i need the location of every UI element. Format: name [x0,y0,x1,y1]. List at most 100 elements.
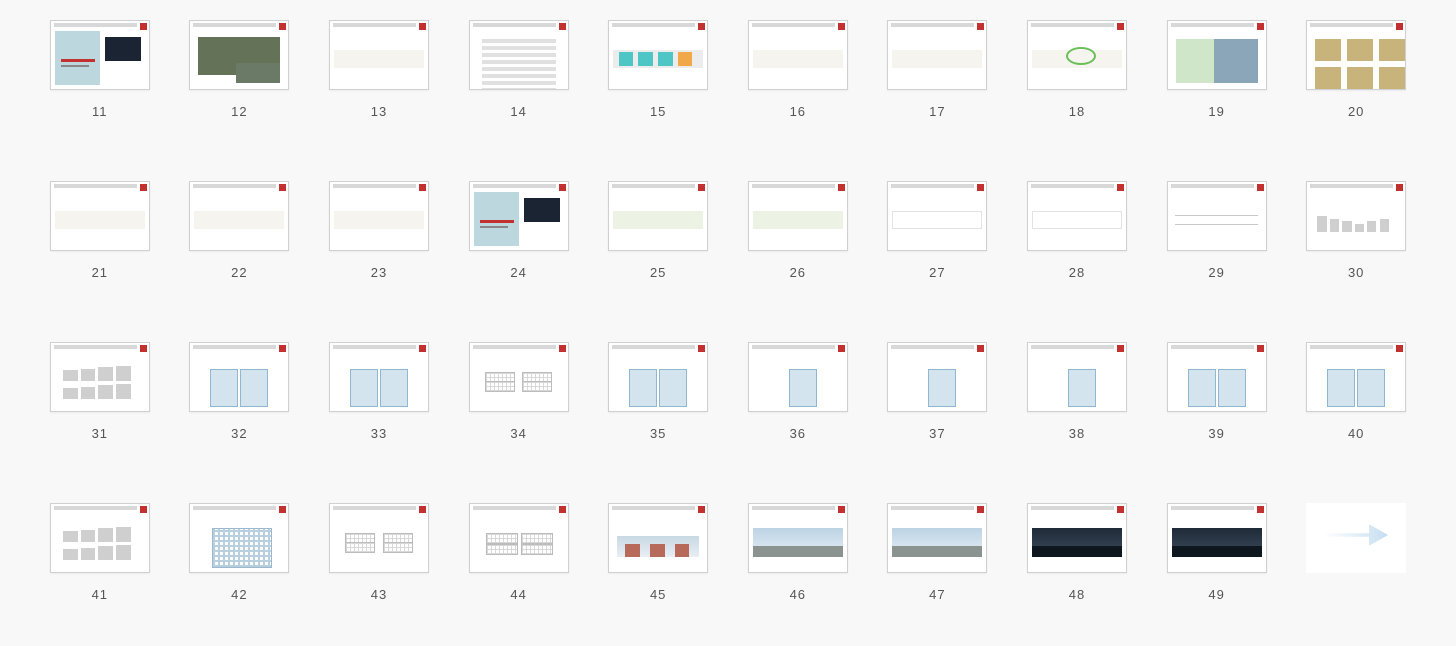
thumbnail-cell: 24 [449,181,589,280]
thumbnail-38[interactable] [1027,342,1127,412]
thumbnail-27[interactable] [887,181,987,251]
thumbnail-23[interactable] [329,181,429,251]
thumbnail-19[interactable] [1167,20,1267,90]
thumbnail-31[interactable] [50,342,150,412]
title-bar [1171,345,1254,349]
corner-mark-icon [1257,506,1264,513]
title-bar [54,184,137,188]
thumbnail-46[interactable] [748,503,848,573]
corner-mark-icon [140,184,147,191]
thumbnail-21[interactable] [50,181,150,251]
thumbnail-cell: 36 [728,342,868,441]
thumbnail-12[interactable] [189,20,289,90]
thumbnail-41[interactable] [50,503,150,573]
thumbnail-16[interactable] [748,20,848,90]
thumbnail-20[interactable] [1306,20,1406,90]
thumbnail-cell: 45 [588,503,728,602]
thumbnail-26[interactable] [748,181,848,251]
thumbnail-11[interactable] [50,20,150,90]
thumbnail-14[interactable] [469,20,569,90]
thumbnail-43[interactable] [329,503,429,573]
thumbnail-cell: 49 [1147,503,1287,602]
thumbnail-24[interactable] [469,181,569,251]
thumbnail-35[interactable] [608,342,708,412]
thumbnail-label: 14 [510,104,526,119]
corner-mark-icon [838,345,845,352]
title-bar [333,345,416,349]
thumbnail-cell: 22 [170,181,310,280]
corner-mark-icon [1396,184,1403,191]
thumbnail-label: 22 [231,265,247,280]
thumbnail-cell: 13 [309,20,449,119]
corner-mark-icon [977,506,984,513]
thumbnail-cell: 46 [728,503,868,602]
thumbnail-36[interactable] [748,342,848,412]
title-bar [333,184,416,188]
thumbnail-cell: 40 [1286,342,1426,441]
thumbnail-cell: 33 [309,342,449,441]
thumbnail-label: 12 [231,104,247,119]
corner-mark-icon [419,345,426,352]
corner-mark-icon [1117,23,1124,30]
thumbnail-label: 20 [1348,104,1364,119]
thumbnail-47[interactable] [887,503,987,573]
thumbnail-49[interactable] [1167,503,1267,573]
corner-mark-icon [698,506,705,513]
corner-mark-icon [140,345,147,352]
corner-mark-icon [140,23,147,30]
thumbnail-label: 31 [92,426,108,441]
thumbnail-50[interactable] [1306,503,1406,573]
thumbnail-label: 17 [929,104,945,119]
title-bar [1031,23,1114,27]
thumbnail-17[interactable] [887,20,987,90]
thumbnail-29[interactable] [1167,181,1267,251]
thumbnail-label: 13 [371,104,387,119]
corner-mark-icon [977,345,984,352]
thumbnail-34[interactable] [469,342,569,412]
corner-mark-icon [1257,345,1264,352]
thumbnail-44[interactable] [469,503,569,573]
thumbnail-cell: 15 [588,20,728,119]
corner-mark-icon [698,345,705,352]
thumbnail-label: 32 [231,426,247,441]
thumbnail-label: 16 [790,104,806,119]
title-bar [1171,184,1254,188]
thumbnail-cell: 43 [309,503,449,602]
thumbnail-18[interactable] [1027,20,1127,90]
thumbnail-33[interactable] [329,342,429,412]
corner-mark-icon [977,23,984,30]
thumbnail-cell: 18 [1007,20,1147,119]
thumbnail-cell: 31 [30,342,170,441]
title-bar [333,506,416,510]
thumbnail-cell: 27 [868,181,1008,280]
thumbnail-48[interactable] [1027,503,1127,573]
thumbnail-grid: 1112131415161718192021222324252627282930… [0,0,1456,646]
corner-mark-icon [838,184,845,191]
title-bar [54,23,137,27]
thumbnail-13[interactable] [329,20,429,90]
thumbnail-45[interactable] [608,503,708,573]
corner-mark-icon [698,23,705,30]
thumbnail-32[interactable] [189,342,289,412]
thumbnail-label: 23 [371,265,387,280]
title-bar [612,345,695,349]
thumbnail-37[interactable] [887,342,987,412]
corner-mark-icon [419,184,426,191]
thumbnail-39[interactable] [1167,342,1267,412]
title-bar [1171,23,1254,27]
title-bar [473,184,556,188]
thumbnail-label: 18 [1069,104,1085,119]
thumbnail-42[interactable] [189,503,289,573]
thumbnail-15[interactable] [608,20,708,90]
title-bar [752,345,835,349]
thumbnail-cell: 30 [1286,181,1426,280]
thumbnail-25[interactable] [608,181,708,251]
thumbnail-label: 28 [1069,265,1085,280]
thumbnail-label: 36 [790,426,806,441]
thumbnail-30[interactable] [1306,181,1406,251]
thumbnail-28[interactable] [1027,181,1127,251]
thumbnail-cell: 16 [728,20,868,119]
corner-mark-icon [698,184,705,191]
thumbnail-22[interactable] [189,181,289,251]
thumbnail-40[interactable] [1306,342,1406,412]
